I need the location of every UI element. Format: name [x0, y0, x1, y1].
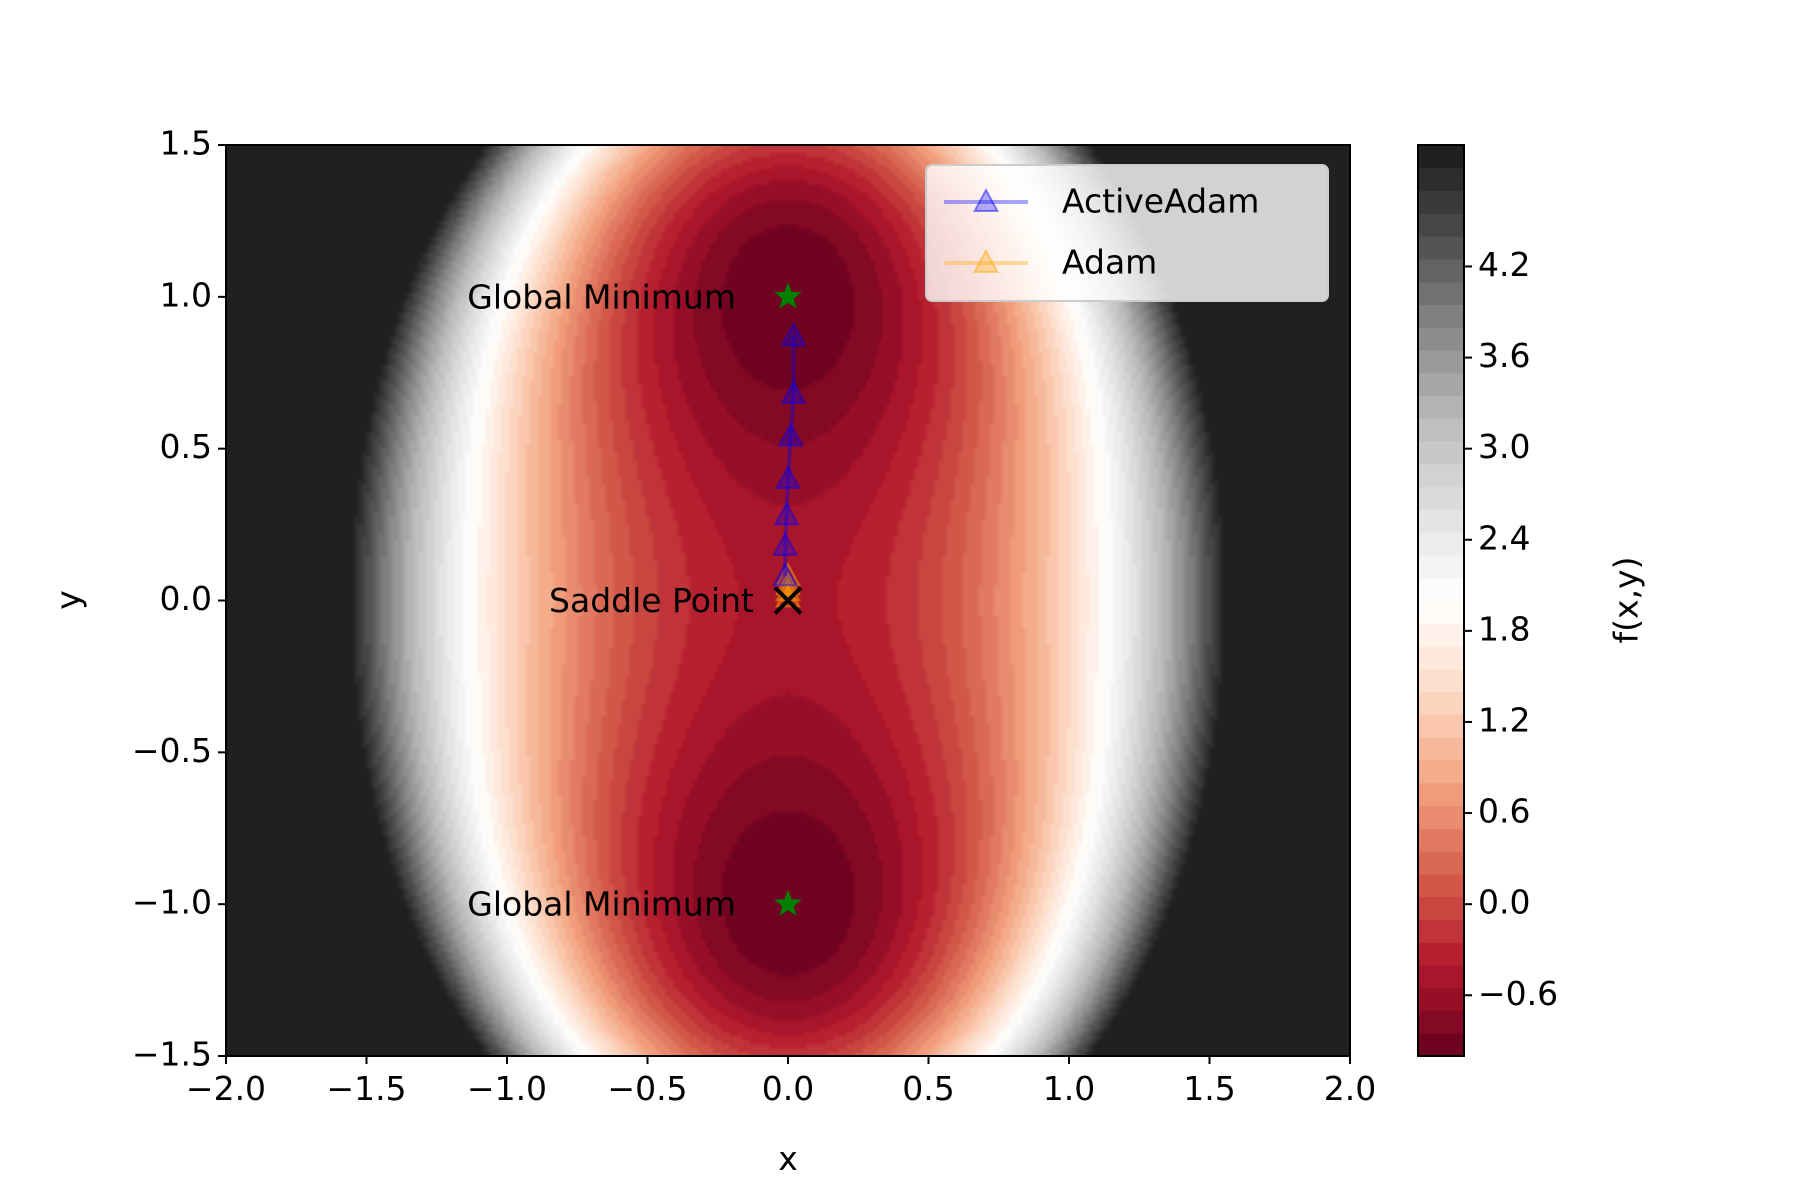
- x-tick-label: 1.0: [1043, 1069, 1095, 1108]
- x-axis-label: x: [778, 1139, 798, 1178]
- colorbar-band: [1418, 190, 1464, 214]
- colorbar-band: [1418, 919, 1464, 943]
- point-annotations: Global Minimum Global Minimum Saddle Point: [467, 277, 803, 924]
- colorbar-band: [1418, 258, 1464, 283]
- colorbar-band: [1418, 691, 1464, 715]
- trajectory-point: [780, 322, 807, 347]
- y-tick-label: 0.0: [160, 579, 212, 618]
- y-tick-label: −1.0: [132, 883, 212, 922]
- x-tick-label: 2.0: [1324, 1069, 1376, 1108]
- y-tick-label: 1.5: [160, 124, 212, 163]
- colorbar-band: [1418, 737, 1464, 761]
- colorbar-band: [1418, 623, 1464, 647]
- trajectory-point: [774, 571, 802, 596]
- colorbar-band: [1418, 600, 1464, 624]
- colorbar-band: [1418, 759, 1464, 784]
- colorbar-band: [1418, 714, 1464, 738]
- colorbar-band: [1418, 782, 1464, 807]
- colorbar-band: [1418, 304, 1464, 328]
- annotation-label: Saddle Point: [549, 581, 754, 620]
- colorbar-band: [1418, 805, 1464, 829]
- trajectory-point: [774, 464, 802, 490]
- colorbar-band: [1418, 145, 1464, 169]
- colorbar-band: [1418, 395, 1464, 419]
- legend-marker: [972, 248, 1000, 273]
- colorbar-band: [1418, 873, 1464, 898]
- trajectory-point: [774, 562, 802, 587]
- colorbar-band: [1418, 236, 1464, 260]
- colorbar-band: [1418, 851, 1464, 875]
- colorbar-band: [1418, 418, 1464, 442]
- colorbar-label: f(x,y): [1607, 557, 1646, 644]
- x-axis-ticks: −2.0 −1.5 −1.0 −0.5 0.0 0.5 1.0 1.5 2.0: [186, 1056, 1376, 1108]
- colorbar-tick-label: 0.6: [1478, 792, 1530, 831]
- colorbar-tick-label: 0.0: [1478, 883, 1530, 922]
- colorbar-band: [1418, 327, 1464, 351]
- colorbar-band: [1418, 828, 1464, 852]
- colorbar-band: [1418, 486, 1464, 510]
- legend-box: [925, 164, 1329, 302]
- legend-marker: [972, 187, 1000, 212]
- colorbar: [1418, 145, 1464, 1057]
- legend-label: Adam: [1062, 243, 1157, 282]
- trajectory-point: [773, 501, 800, 526]
- colorbar-band: [1418, 281, 1464, 306]
- annotation-label: Global Minimum: [467, 885, 736, 924]
- legend: ActiveAdam Adam: [925, 164, 1329, 302]
- y-axis-label: y: [49, 590, 88, 610]
- colorbar-band: [1418, 1033, 1464, 1057]
- colorbar-ticks: −0.6 0.0 0.6 1.2 1.8 2.4 3.0 3.6 4.2: [1464, 245, 1558, 1013]
- trajectory-point: [780, 379, 807, 405]
- y-tick-label: −1.5: [132, 1035, 212, 1074]
- x-tick-label: 1.5: [1183, 1069, 1235, 1108]
- trajectory-point: [772, 562, 799, 587]
- y-tick-label: 1.0: [160, 275, 212, 314]
- colorbar-tick-label: 1.8: [1478, 609, 1530, 648]
- x-tick-label: −2.0: [186, 1069, 266, 1108]
- colorbar-band: [1418, 668, 1464, 693]
- colorbar-band: [1418, 167, 1464, 192]
- y-axis-ticks: −1.5 −1.0 −0.5 0.0 0.5 1.0 1.5: [132, 124, 226, 1074]
- x-tick-label: −1.0: [467, 1069, 547, 1108]
- global-minimum-star-icon: [774, 889, 802, 916]
- x-tick-label: −1.5: [326, 1069, 406, 1108]
- colorbar-tick-label: 3.6: [1478, 336, 1530, 375]
- y-tick-label: 0.5: [160, 427, 212, 466]
- colorbar-band: [1418, 554, 1464, 579]
- trajectory-point: [772, 531, 799, 556]
- colorbar-frame: [1417, 144, 1465, 1057]
- colorbar-band: [1418, 349, 1464, 374]
- annotation-label: Global Minimum: [467, 277, 736, 316]
- colorbar-tick-label: 3.0: [1478, 427, 1530, 466]
- x-tick-label: −0.5: [607, 1069, 687, 1108]
- colorbar-band: [1418, 532, 1464, 556]
- colorbar-band: [1418, 896, 1464, 920]
- colorbar-band: [1418, 577, 1464, 602]
- colorbar-band: [1418, 463, 1464, 488]
- colorbar-band: [1418, 509, 1464, 533]
- colorbar-band: [1418, 213, 1464, 237]
- colorbar-band: [1418, 987, 1464, 1012]
- trajectory-point: [777, 422, 804, 447]
- legend-label: ActiveAdam: [1062, 182, 1259, 221]
- colorbar-tick-label: 2.4: [1478, 518, 1530, 557]
- saddle-x-icon: [773, 586, 803, 615]
- global-minimum-star-icon: [774, 282, 802, 309]
- colorbar-tick-label: 4.2: [1478, 245, 1530, 284]
- colorbar-band: [1418, 646, 1464, 670]
- colorbar-band: [1418, 1010, 1464, 1034]
- colorbar-band: [1418, 942, 1464, 966]
- colorbar-tick-label: 1.2: [1478, 700, 1530, 739]
- trajectory-line: [783, 336, 796, 577]
- colorbar-tick-label: −0.6: [1478, 974, 1558, 1013]
- x-tick-label: 0.0: [762, 1069, 814, 1108]
- x-tick-label: 0.5: [902, 1069, 954, 1108]
- colorbar-band: [1418, 964, 1464, 989]
- colorbar-band: [1418, 441, 1464, 465]
- colorbar-band: [1418, 372, 1464, 397]
- y-tick-label: −0.5: [132, 731, 212, 770]
